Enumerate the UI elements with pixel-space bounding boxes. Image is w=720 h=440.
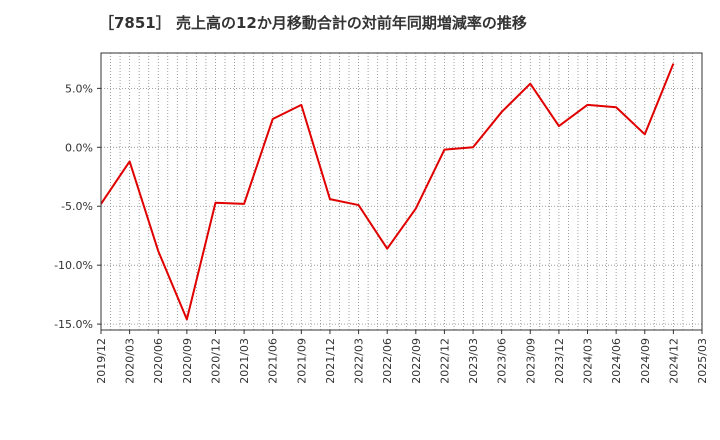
- x-tick-label: 2020/03: [124, 338, 137, 384]
- x-tick-label: 2021/12: [324, 338, 337, 384]
- x-tick-label: 2023/06: [496, 338, 509, 384]
- y-tick-label: 0.0%: [65, 141, 93, 154]
- x-tick-label: 2021/03: [238, 338, 251, 384]
- x-tick-label: 2020/09: [181, 338, 194, 384]
- x-tick-label: 2022/06: [381, 338, 394, 384]
- x-axis: 2019/12 2020/03 2020/06 2020/09 2020/12 2021/…: [95, 330, 709, 384]
- plot-frame: [100, 52, 703, 331]
- x-tick-label: 2020/12: [209, 338, 222, 384]
- x-tick-label: 2024/12: [667, 338, 680, 384]
- x-tick-label: 2022/03: [353, 338, 366, 384]
- x-tick-label: 2020/06: [152, 338, 165, 384]
- x-tick-label: 2022/12: [438, 338, 451, 384]
- x-tick-label: 2022/09: [410, 338, 423, 384]
- x-tick-label: 2024/09: [639, 338, 652, 384]
- x-tick-label: 2024/03: [582, 338, 595, 384]
- x-tick-label: 2023/09: [524, 338, 537, 384]
- y-tick-label: -15.0%: [54, 318, 93, 331]
- x-tick-label: 2021/09: [295, 338, 308, 384]
- series-layer: [100, 63, 675, 321]
- x-tick-label: 2019/12: [95, 338, 108, 384]
- y-tick-label: -5.0%: [61, 200, 93, 213]
- x-tick-label: 2023/12: [553, 338, 566, 384]
- x-tick-label: 2024/06: [610, 338, 623, 384]
- y-axis: 5.0% 0.0% -5.0% -10.0% -15.0%: [54, 82, 101, 331]
- grid-lines: [101, 53, 702, 330]
- y-tick-label: 5.0%: [65, 82, 93, 95]
- x-tick-label: 2023/03: [467, 338, 480, 384]
- x-tick-label: 2021/06: [267, 338, 280, 384]
- chart-title: ［7851］ 売上高の12か月移動合計の対前年同期増減率の推移: [99, 14, 527, 32]
- y-tick-label: -10.0%: [54, 259, 93, 272]
- x-tick-label: 2025/03: [696, 338, 709, 384]
